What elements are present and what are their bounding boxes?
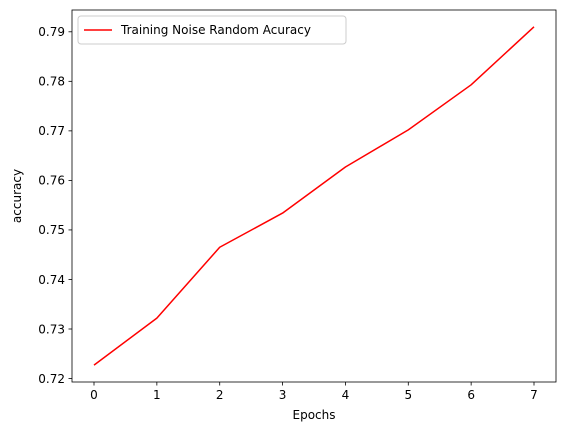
- y-tick-label: 0.76: [38, 174, 65, 188]
- x-tick-label: 7: [530, 388, 538, 402]
- series-line-0: [93, 26, 535, 366]
- y-tick-label: 0.79: [38, 25, 65, 39]
- y-tick-label: 0.73: [38, 322, 65, 336]
- x-tick-label: 5: [404, 388, 412, 402]
- plot-area: [72, 10, 556, 382]
- y-axis-ticks: 0.72 0.73 0.74 0.75 0.76 0.77 0.78 0.79: [38, 25, 72, 386]
- x-tick-label: 4: [342, 388, 350, 402]
- x-tick-label: 0: [90, 388, 98, 402]
- y-tick-label: 0.78: [38, 75, 65, 89]
- x-tick-label: 3: [279, 388, 287, 402]
- legend: Training Noise Random Acuracy: [77, 15, 347, 45]
- x-tick-label: 1: [153, 388, 161, 402]
- y-axis-label: accuracy: [10, 169, 24, 223]
- y-tick-label: 0.75: [38, 223, 65, 237]
- x-axis-label: Epochs: [293, 408, 336, 422]
- y-tick-label: 0.72: [38, 372, 65, 386]
- legend-label: Training Noise Random Acuracy: [120, 23, 311, 37]
- legend-box: [77, 15, 347, 45]
- plot-frame: [71, 9, 557, 383]
- series-lines: [93, 26, 535, 366]
- x-axis-ticks: 0 1 2 3 4 5 6 7: [90, 382, 538, 402]
- y-tick-label: 0.77: [38, 124, 65, 138]
- x-tick-label: 6: [467, 388, 475, 402]
- x-tick-label: 2: [216, 388, 224, 402]
- y-tick-label: 0.74: [38, 273, 65, 287]
